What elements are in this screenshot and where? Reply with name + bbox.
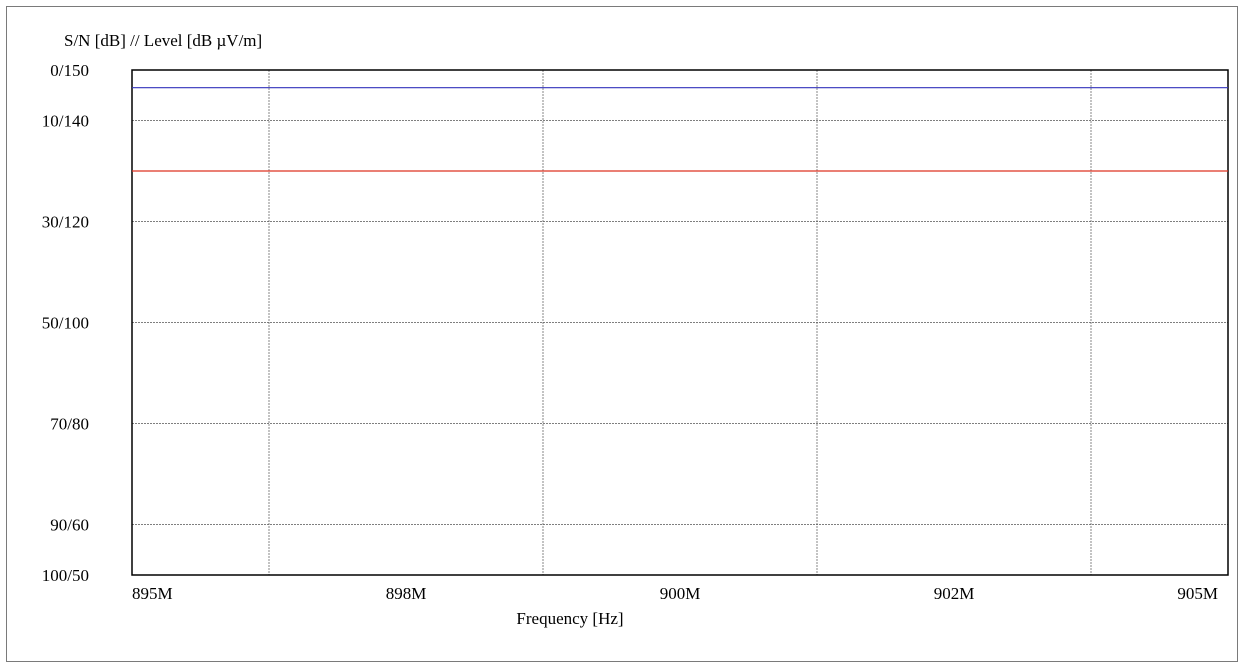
x-tick-label: 895M [132,584,173,603]
x-axis-title: Frequency [Hz] [516,609,623,628]
y-tick-label: 90/60 [50,516,89,535]
chart-frame [6,6,1238,662]
x-tick-label: 898M [386,584,427,603]
y-tick-label: 10/140 [42,112,89,131]
y-tick-label: 30/120 [42,213,89,232]
y-tick-label: 70/80 [50,415,89,434]
y-axis-title: S/N [dB] // Level [dB µV/m] [64,31,262,50]
plot-area [131,69,1229,576]
y-tick-label: 50/100 [42,314,89,333]
y-tick-label: 100/50 [42,566,89,585]
x-tick-label: 902M [934,584,975,603]
y-tick-label: 0/150 [50,61,89,80]
x-tick-label: 900M [660,584,701,603]
x-tick-label: 905M [1177,584,1218,603]
